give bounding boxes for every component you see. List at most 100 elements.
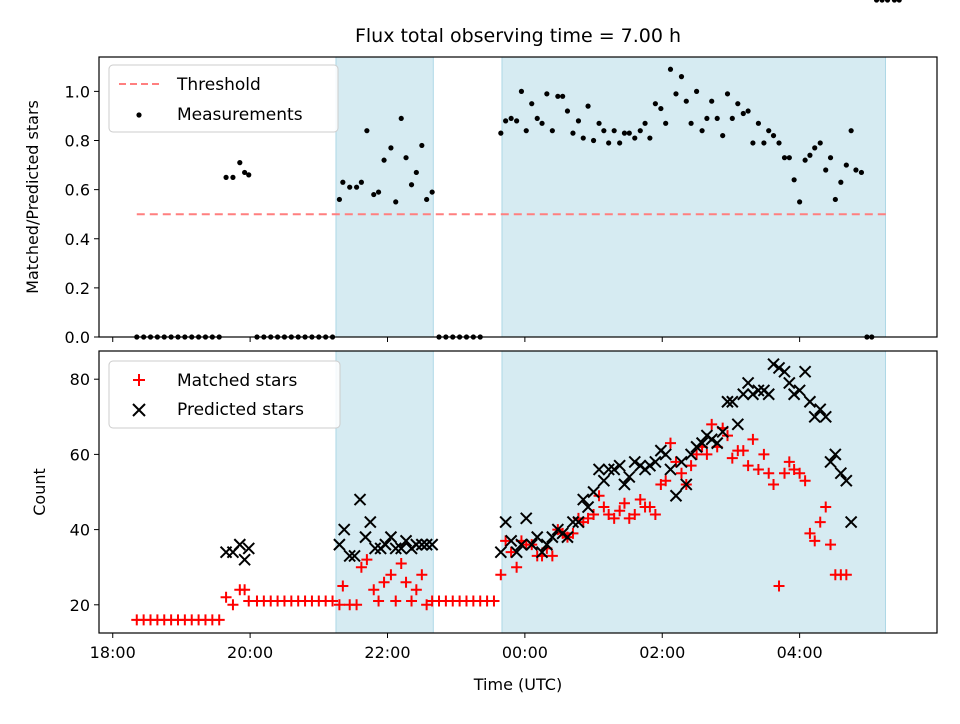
top-y-tick-label: 0.0 (65, 328, 90, 347)
measurement-point (413, 169, 419, 176)
predicted-star-point (531, 530, 544, 544)
top-y-axis: 0.0 0.2 0.4 0.6 0.8 1.0 (65, 82, 99, 347)
predicted-star-point (515, 538, 528, 551)
measurement-point (770, 132, 777, 139)
top-panel: 0.0 0.2 0.4 0.6 0.8 1.0 Matched/Predicted sta… (23, 0, 938, 347)
predicted-star-point (829, 448, 842, 461)
legend-measurements-label: Measurements (177, 105, 303, 125)
predicted-star-point (348, 549, 361, 563)
top-y-tick-label: 0.8 (65, 132, 90, 151)
legend-measurements-swatch (136, 112, 142, 118)
bottom-y-tick-label: 60 (70, 445, 90, 464)
measurement-point (791, 177, 797, 183)
predicted-star-point (520, 512, 533, 525)
matched-star-point (752, 463, 764, 475)
measurement-point (347, 184, 353, 190)
matched-star-point (634, 494, 646, 506)
measurement-point (534, 115, 540, 122)
bottom-legend: Matched stars Predicted stars (108, 360, 341, 429)
matched-star-point (737, 445, 749, 457)
predicted-star-point (242, 542, 255, 555)
matched-star-point (809, 535, 821, 547)
matched-star-point (567, 527, 579, 539)
predicted-star-point (602, 463, 615, 476)
predicted-star-point (415, 538, 429, 551)
measurement-point (242, 169, 248, 176)
x-tick-label: 20:00 (227, 643, 273, 662)
x-axis-label: Time (UTC) (473, 675, 562, 694)
measurement-point (683, 98, 689, 104)
measurement-point (590, 137, 597, 144)
measurement-point (853, 167, 859, 173)
measurement-point (873, 0, 880, 3)
measurement-point (626, 130, 632, 136)
measurement-point (388, 145, 394, 151)
predicted-star-point (592, 463, 606, 476)
matched-star-point (355, 561, 367, 573)
legend-matched-label: Matched stars (177, 371, 297, 391)
predicted-star-point (798, 365, 812, 378)
shaded-interval-0 (335, 56, 434, 338)
predicted-star-point (721, 395, 734, 408)
predicted-star-point (731, 418, 745, 431)
measurement-point (606, 140, 612, 146)
measurement-point (560, 93, 566, 99)
matched-star-point (773, 580, 785, 592)
measurement-point (596, 120, 602, 126)
measurement-point (621, 130, 628, 136)
matched-star-point (598, 501, 610, 513)
predicted-star-point (649, 455, 662, 469)
predicted-star-point (343, 549, 356, 563)
measurement-point (403, 155, 409, 161)
matched-star-point (378, 576, 390, 588)
measurement-point (693, 88, 700, 94)
legend-threshold-label: Threshold (176, 75, 261, 95)
matched-star-point (505, 546, 517, 558)
measurement-point (673, 91, 679, 97)
matched-star-point (588, 509, 600, 521)
top-shaded-intervals (335, 56, 886, 338)
predicted-star-point (618, 478, 631, 491)
matched-star-point (239, 584, 251, 596)
predicted-star-point (690, 440, 703, 454)
measurement-point (508, 115, 514, 122)
measurement-point (371, 191, 377, 198)
predicted-star-point (572, 515, 585, 529)
predicted-star-point (772, 361, 786, 375)
measurement-point (398, 115, 404, 122)
measurement-point (879, 0, 885, 3)
predicted-star-point (762, 388, 775, 401)
measurement-point (745, 108, 751, 114)
predicted-star-point (726, 395, 739, 408)
predicted-star-point (783, 376, 796, 390)
matched-star-point (664, 437, 676, 449)
measurement-point (642, 120, 648, 126)
top-x-ticks (112, 337, 801, 342)
predicted-star-point (338, 523, 351, 536)
measurement-point (429, 189, 435, 195)
predicted-star-point (510, 545, 523, 559)
matched-star-point (747, 433, 759, 445)
measurement-point (761, 140, 767, 146)
bottom-legend-box (108, 360, 341, 429)
predicted-star-point (643, 459, 657, 472)
matched-star-point (799, 475, 811, 487)
x-tick-label: 04:00 (777, 643, 823, 662)
matched-star-point (395, 557, 407, 569)
predicted-star-point (746, 388, 760, 401)
x-tick-label: 00:00 (502, 643, 548, 662)
matched-star-point (675, 467, 687, 479)
bottom-y-tick-label: 20 (70, 596, 90, 615)
measurement-point (823, 167, 829, 173)
measurement-point (776, 140, 782, 146)
predicted-star-point (546, 530, 559, 544)
predicted-star-point (353, 493, 367, 506)
predicted-star-point (741, 376, 755, 390)
matched-star-point (726, 452, 738, 464)
bottom-y-axis-label: Count (30, 468, 49, 516)
measurement-point (652, 101, 658, 107)
measurement-point (838, 179, 844, 185)
predicted-star-point (628, 455, 641, 469)
measurement-point (498, 130, 504, 136)
